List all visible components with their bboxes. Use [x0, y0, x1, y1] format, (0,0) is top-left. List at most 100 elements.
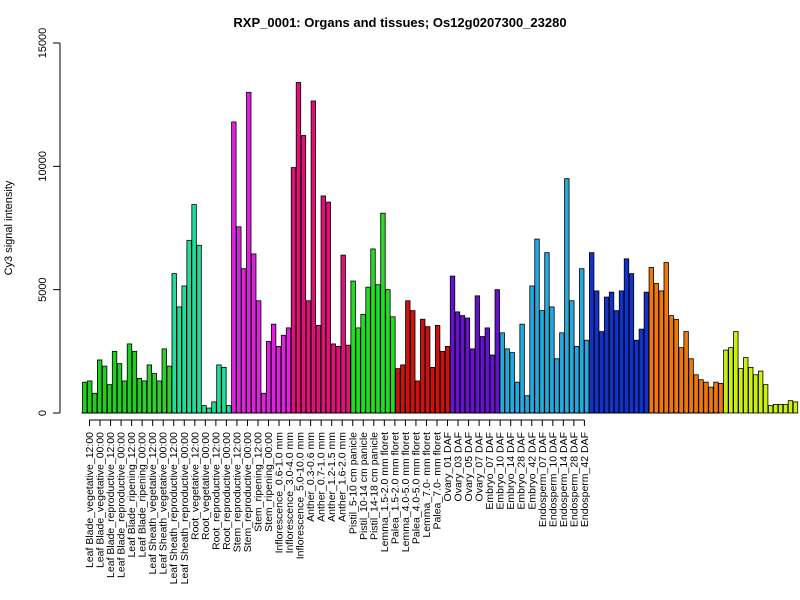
- bar: [410, 310, 416, 414]
- bar: [594, 290, 600, 414]
- bar: [365, 286, 371, 414]
- x-tick-label: Anther_0.7-1.0 mm: [316, 432, 328, 522]
- bar: [449, 275, 456, 414]
- x-tick-label: Anther_1.6-2.0 mm: [337, 432, 349, 522]
- bar: [723, 349, 729, 414]
- bar: [330, 343, 336, 414]
- x-tick-label: Leaf Sheath_vegetative_00:00: [158, 432, 170, 575]
- bar: [171, 273, 177, 414]
- bar: [141, 380, 148, 414]
- bar: [335, 345, 341, 414]
- x-tick-label: Embryo_42 DAF: [526, 432, 538, 510]
- bar: [564, 178, 570, 414]
- bar: [285, 327, 292, 414]
- bar: [415, 380, 421, 414]
- bar: [678, 347, 684, 414]
- bar: [116, 363, 123, 414]
- bar: [613, 310, 620, 414]
- bar: [345, 344, 351, 414]
- x-tick-label: Lemma_1.5-2.0 mm floret: [379, 432, 391, 552]
- bar: [186, 239, 192, 414]
- bar: [499, 332, 505, 414]
- bar: [713, 381, 719, 414]
- x-tick-label: Leaf Blade_reproductive_12:00: [105, 432, 117, 578]
- bar: [598, 331, 605, 414]
- bar: [554, 358, 560, 414]
- x-tick-label: Root_vegetative_12:00: [189, 432, 201, 540]
- bar: [97, 359, 103, 414]
- y-tick-label: 5000: [37, 277, 49, 301]
- bar: [310, 100, 317, 414]
- bar: [519, 323, 525, 414]
- x-tick-label: Stem_ripening_12:00: [252, 432, 264, 532]
- x-tick-label: Leaf Blade_ripening_00:00: [137, 432, 149, 558]
- x-tick-label: Ovary_05 DAF: [463, 432, 475, 501]
- bar: [703, 381, 709, 414]
- x-tick-label: Ovary_03 DAF: [453, 432, 465, 501]
- bar: [211, 401, 217, 414]
- x-tick-label: Leaf Blade_ripening_12:00: [126, 432, 138, 558]
- x-tick-label: Pistil_10-14 cm panicle: [358, 432, 370, 540]
- bar: [305, 300, 312, 414]
- bar: [574, 345, 580, 414]
- bar: [439, 350, 446, 414]
- x-tick-label: Root_vegetative_00:00: [200, 432, 212, 540]
- bar: [280, 334, 287, 414]
- bar: [350, 280, 356, 414]
- bar: [181, 285, 187, 414]
- bar: [425, 326, 431, 414]
- bar: [231, 121, 237, 414]
- bar: [782, 403, 789, 414]
- bar: [246, 91, 252, 414]
- bar: [748, 366, 754, 414]
- bar: [375, 284, 381, 414]
- bar: [265, 341, 272, 414]
- bar: [340, 254, 346, 414]
- bar: [275, 345, 282, 414]
- bar: [146, 364, 153, 414]
- bar: [196, 244, 202, 414]
- bar: [370, 248, 376, 414]
- bar: [708, 386, 714, 414]
- bar: [380, 212, 386, 414]
- bar: [509, 352, 515, 414]
- bar: [126, 343, 133, 414]
- bar: [559, 332, 565, 414]
- bar: [101, 365, 108, 414]
- bar: [579, 268, 585, 414]
- bar: [290, 167, 297, 414]
- bar: [638, 328, 645, 414]
- bar: [758, 370, 764, 414]
- bar: [728, 347, 734, 414]
- bar: [166, 365, 172, 414]
- bar: [549, 306, 555, 414]
- bar: [216, 364, 222, 414]
- bar: [92, 392, 98, 414]
- bar: [589, 252, 595, 414]
- bar: [668, 315, 674, 414]
- bar: [270, 323, 277, 414]
- bar: [787, 400, 794, 414]
- bar: [136, 378, 143, 414]
- bar: [420, 318, 426, 414]
- bar: [673, 318, 679, 414]
- bar: [762, 384, 769, 414]
- x-tick-label: Ovary_01 DAF: [442, 432, 454, 501]
- x-tick-label: Pistil_14-18 cm panicle: [368, 432, 380, 540]
- bar: [688, 358, 694, 414]
- bar: [251, 253, 257, 414]
- bar: [683, 331, 689, 414]
- bar: [623, 258, 630, 414]
- bar: [733, 331, 739, 414]
- bar: [743, 357, 749, 414]
- bar: [315, 325, 321, 414]
- x-tick-label: Embryo_14 DAF: [505, 432, 517, 510]
- bar: [325, 201, 331, 414]
- x-tick-label: Endosperm_07 DAF: [537, 432, 549, 527]
- bar: [584, 339, 590, 414]
- y-tick-label: 10000: [37, 151, 49, 182]
- bar: [569, 300, 575, 414]
- bar: [191, 204, 197, 414]
- bar: [151, 373, 157, 414]
